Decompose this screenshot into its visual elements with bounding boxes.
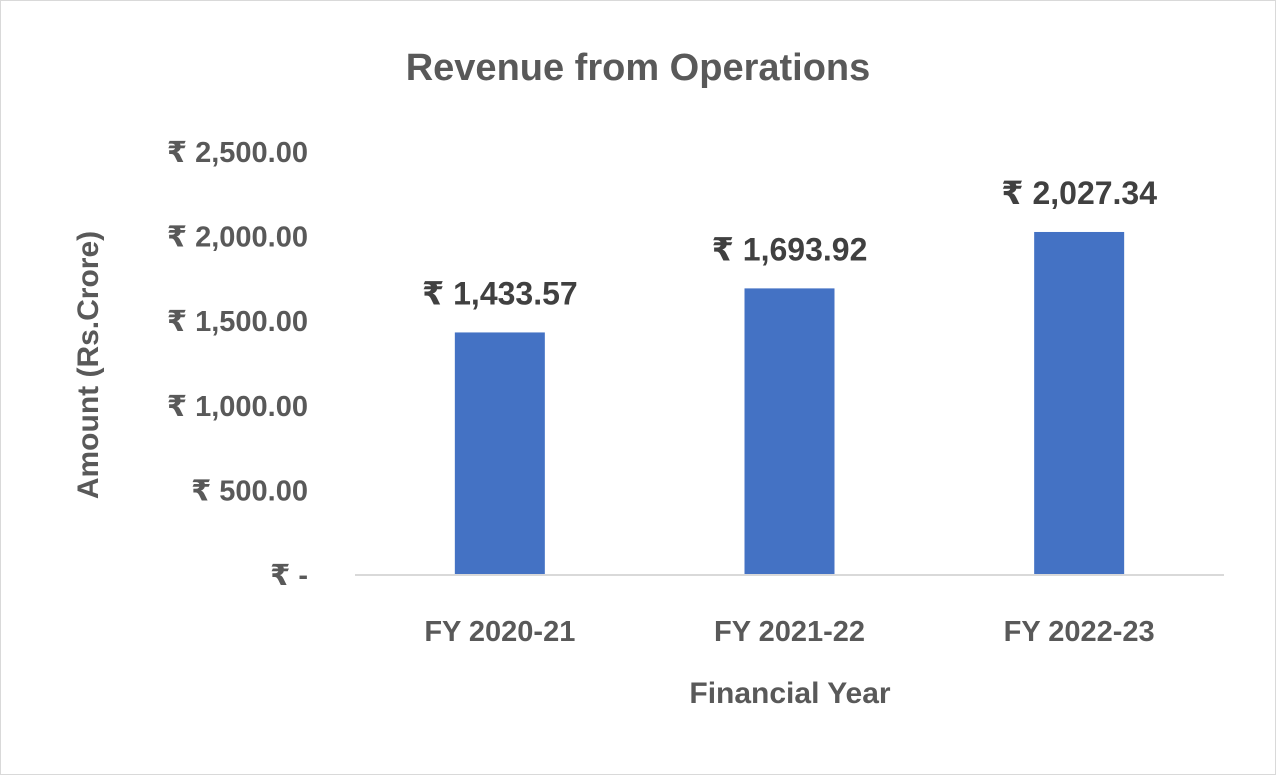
bar-value-label: ₹ 1,693.92 — [712, 231, 868, 267]
x-axis-title: Financial Year — [689, 677, 891, 710]
y-tick-label: ₹ - — [270, 560, 308, 592]
y-tick-label: ₹ 2,000.00 — [167, 222, 308, 254]
x-tick-label: FY 2022-23 — [1004, 616, 1155, 648]
bar-value-label: ₹ 2,027.34 — [1001, 175, 1157, 211]
y-axis-ticks: ₹ - ₹ 500.00 ₹ 1,000.00 ₹ 1,500.00 ₹ 2,000.0… — [167, 137, 308, 592]
bar — [1034, 231, 1125, 576]
y-tick-label: ₹ 1,000.00 — [167, 391, 308, 423]
chart-title: Revenue from Operations — [406, 47, 871, 89]
bar — [454, 332, 545, 575]
y-tick-label: ₹ 500.00 — [191, 475, 308, 507]
x-axis-ticks: FY 2020-21 FY 2021-22 FY 2022-23 — [424, 616, 1154, 648]
bars — [454, 231, 1125, 576]
y-tick-label: ₹ 1,500.00 — [167, 306, 308, 338]
x-tick-label: FY 2021-22 — [714, 616, 865, 648]
x-tick-label: FY 2020-21 — [424, 616, 575, 648]
data-labels: ₹ 1,433.57 ₹ 1,693.92 ₹ 2,027.34 — [422, 175, 1157, 311]
bar-value-label: ₹ 1,433.57 — [422, 275, 578, 311]
y-axis-title: Amount (Rs.Crore) — [72, 231, 105, 499]
bar — [744, 288, 835, 575]
y-tick-label: ₹ 2,500.00 — [167, 137, 308, 169]
